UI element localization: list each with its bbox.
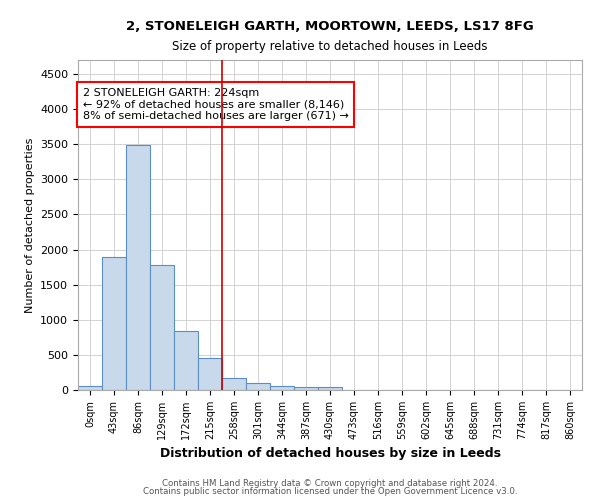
Text: 2 STONELEIGH GARTH: 224sqm
← 92% of detached houses are smaller (8,146)
8% of se: 2 STONELEIGH GARTH: 224sqm ← 92% of deta… — [83, 88, 349, 121]
Text: Contains public sector information licensed under the Open Government Licence v3: Contains public sector information licen… — [143, 487, 517, 496]
Bar — [222, 378, 246, 390]
Bar — [174, 331, 198, 390]
Bar — [78, 386, 102, 390]
Bar — [126, 145, 150, 390]
Text: 2, STONELEIGH GARTH, MOORTOWN, LEEDS, LS17 8FG: 2, STONELEIGH GARTH, MOORTOWN, LEEDS, LS… — [126, 20, 534, 33]
X-axis label: Distribution of detached houses by size in Leeds: Distribution of detached houses by size … — [160, 448, 500, 460]
Bar — [150, 266, 174, 390]
Y-axis label: Number of detached properties: Number of detached properties — [25, 138, 35, 312]
Bar — [294, 387, 318, 390]
Bar — [102, 256, 126, 390]
Bar — [270, 386, 294, 390]
Text: Contains HM Land Registry data © Crown copyright and database right 2024.: Contains HM Land Registry data © Crown c… — [162, 478, 498, 488]
Bar — [318, 388, 342, 390]
Text: Size of property relative to detached houses in Leeds: Size of property relative to detached ho… — [172, 40, 488, 53]
Bar — [246, 383, 270, 390]
Bar — [198, 358, 222, 390]
